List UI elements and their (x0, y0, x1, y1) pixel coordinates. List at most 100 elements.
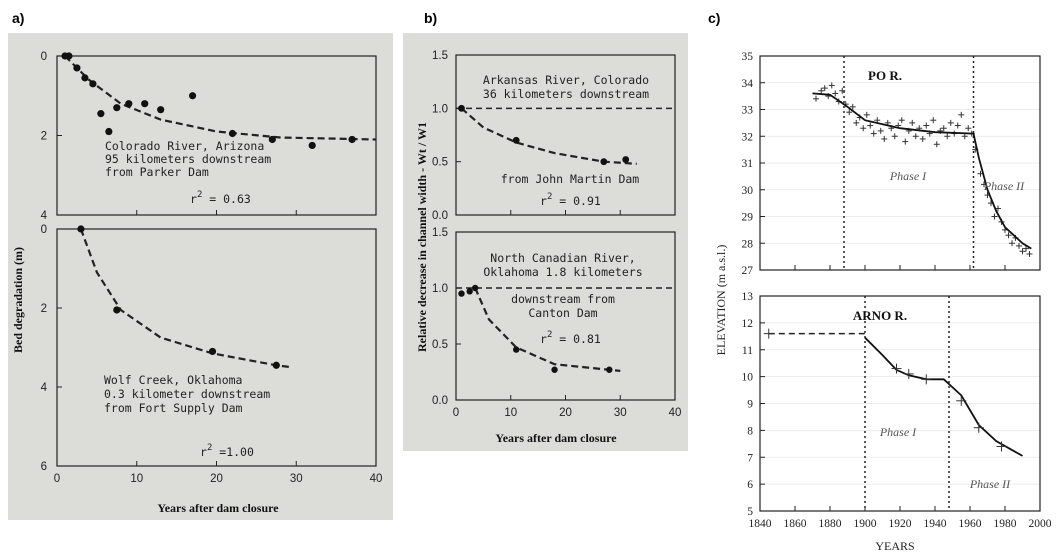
c-top-ytick-label: 32 (742, 131, 754, 143)
c-top-scatter-point (958, 111, 965, 118)
panel-b-xlabel: Years after dam closure (495, 431, 617, 445)
c-top-scatter-point (919, 135, 926, 142)
c-top-scatter-point (902, 138, 909, 145)
c-top-scatter-point (930, 117, 937, 124)
a-bottom-xtick-label: 20 (210, 473, 223, 485)
c-top-phase-2-label: Phase II (983, 179, 1025, 193)
c-top-phase-1-label: Phase I (889, 169, 927, 183)
a-top-point (141, 100, 149, 108)
c-bottom-marker (903, 368, 914, 379)
a-bottom-xtick-label: 0 (54, 473, 60, 485)
c-bottom-phase-1-label: Phase I (879, 425, 917, 439)
c-bottom-trend-line (864, 337, 1023, 457)
c-bottom-xtick-label: 1860 (784, 518, 807, 530)
b-top-annotation-top: Arkansas River, Colorado (483, 73, 649, 87)
b-top-ytick-label: 0.5 (432, 157, 448, 169)
c-top-scatter-point (961, 133, 968, 140)
a-bottom-ytick-label: 6 (41, 461, 47, 473)
a-bottom-annotation-line: Wolf Creek, Oklahoma (104, 373, 242, 387)
a-top-point (89, 80, 97, 88)
c-top-scatter-point (909, 119, 916, 126)
b-bottom-ytick-label: 1.0 (432, 283, 448, 295)
a-bottom-annotation-line: from Fort Supply Dam (104, 401, 243, 415)
a-top-annotation-line: 95 kilometers downstream (105, 152, 271, 166)
a-top-point (81, 74, 89, 82)
c-top-scatter-point (1005, 232, 1012, 239)
a-bottom-point (272, 361, 280, 369)
c-bottom-xtick-label: 1960 (959, 518, 982, 530)
c-top-scatter-point (933, 141, 940, 148)
c-top-scatter-point (898, 117, 905, 124)
c-bottom-marker (996, 441, 1007, 452)
c-bottom-xtick-label: 1920 (889, 518, 912, 530)
b-bottom-ytick-label: 1.5 (432, 227, 448, 239)
c-bottom-marker (973, 422, 984, 433)
c-top-scatter-point (818, 87, 825, 94)
b-bottom-xtick-label: 20 (559, 407, 572, 419)
b-top-point (600, 158, 608, 166)
c-top-ytick-label: 31 (742, 158, 754, 170)
b-top-ytick-label: 0.0 (432, 210, 448, 222)
c-bottom-xtick-label: 1840 (749, 518, 772, 530)
a-top-point (65, 52, 73, 60)
b-bottom-xtick-label: 10 (504, 407, 517, 419)
c-top-scatter-point (991, 213, 998, 220)
c-bottom-xtick-label: 1880 (819, 518, 842, 530)
a-top-r2: r2 = 0.63 (190, 190, 251, 206)
c-bottom-ytick-label: 11 (742, 345, 753, 357)
c-bottom-marker (891, 363, 902, 374)
c-top-scatter-point (912, 133, 919, 140)
c-top-ytick-label: 35 (742, 51, 754, 63)
a-bottom-ytick-label: 2 (41, 303, 47, 315)
a-top-point (97, 110, 105, 118)
a-top-ytick-label: 4 (41, 210, 48, 222)
panel-c-xlabel: YEARS (875, 539, 914, 553)
b-bottom-point (471, 284, 479, 292)
c-top-scatter-point (839, 87, 846, 94)
panel-c-label: c) (708, 10, 720, 26)
c-top-scatter-point (940, 125, 947, 132)
c-top-scatter-point (849, 103, 856, 110)
c-top-scatter-point (832, 90, 839, 97)
c-top-scatter-point (846, 109, 853, 116)
b-bottom-xtick-label: 0 (453, 407, 459, 419)
c-top-scatter-point (1026, 250, 1033, 257)
c-top-scatter-point (828, 82, 835, 89)
c-bottom-ytick-label: 9 (747, 399, 753, 411)
a-bottom-r2: r2 =1.00 (200, 443, 254, 459)
c-top-scatter-point (853, 119, 860, 126)
b-bottom-annotation-bottom: downstream from (511, 292, 615, 306)
c-bottom-ytick-label: 12 (742, 318, 754, 330)
a-top-point (308, 141, 316, 150)
c-top-scatter-point (867, 122, 874, 129)
a-top-ytick-label: 0 (41, 51, 47, 63)
c-top-scatter-point (1023, 245, 1029, 252)
c-top-scatter-point (870, 130, 877, 137)
a-top-point (348, 135, 356, 144)
c-top-scatter-point (860, 125, 867, 132)
b-top-ytick-label: 1.0 (432, 103, 448, 115)
c-bottom-ytick-label: 5 (747, 506, 753, 518)
b-bottom-r2: r2 = 0.81 (540, 330, 601, 346)
a-bottom-ytick-label: 0 (41, 224, 47, 236)
panel-b-background (403, 33, 688, 451)
c-top-scatter-point (947, 119, 954, 126)
c-bottom-xtick-label: 1980 (994, 518, 1017, 530)
c-top-scatter-point (923, 122, 930, 129)
c-top-scatter-point (821, 85, 828, 92)
b-bottom-point (551, 366, 558, 373)
c-bottom-river-name: ARNO R. (853, 308, 907, 323)
a-top-annotation-line: Colorado River, Arizona (105, 139, 264, 153)
c-top-ytick-label: 29 (742, 212, 754, 224)
panel-b-label: b) (424, 10, 437, 26)
c-top-scatter-point (813, 95, 819, 102)
c-top-scatter-point (863, 111, 870, 118)
c-bottom-xtick-label: 1900 (854, 518, 877, 530)
c-bottom-xtick-label: 1940 (924, 518, 947, 530)
c-bottom-ytick-label: 13 (742, 291, 754, 303)
b-top-fit-line (460, 107, 637, 165)
c-bottom-xtick-label: 2000 (1029, 518, 1052, 530)
b-top-annotation-bottom: from John Martin Dam (501, 172, 640, 186)
a-top-point (228, 129, 237, 138)
